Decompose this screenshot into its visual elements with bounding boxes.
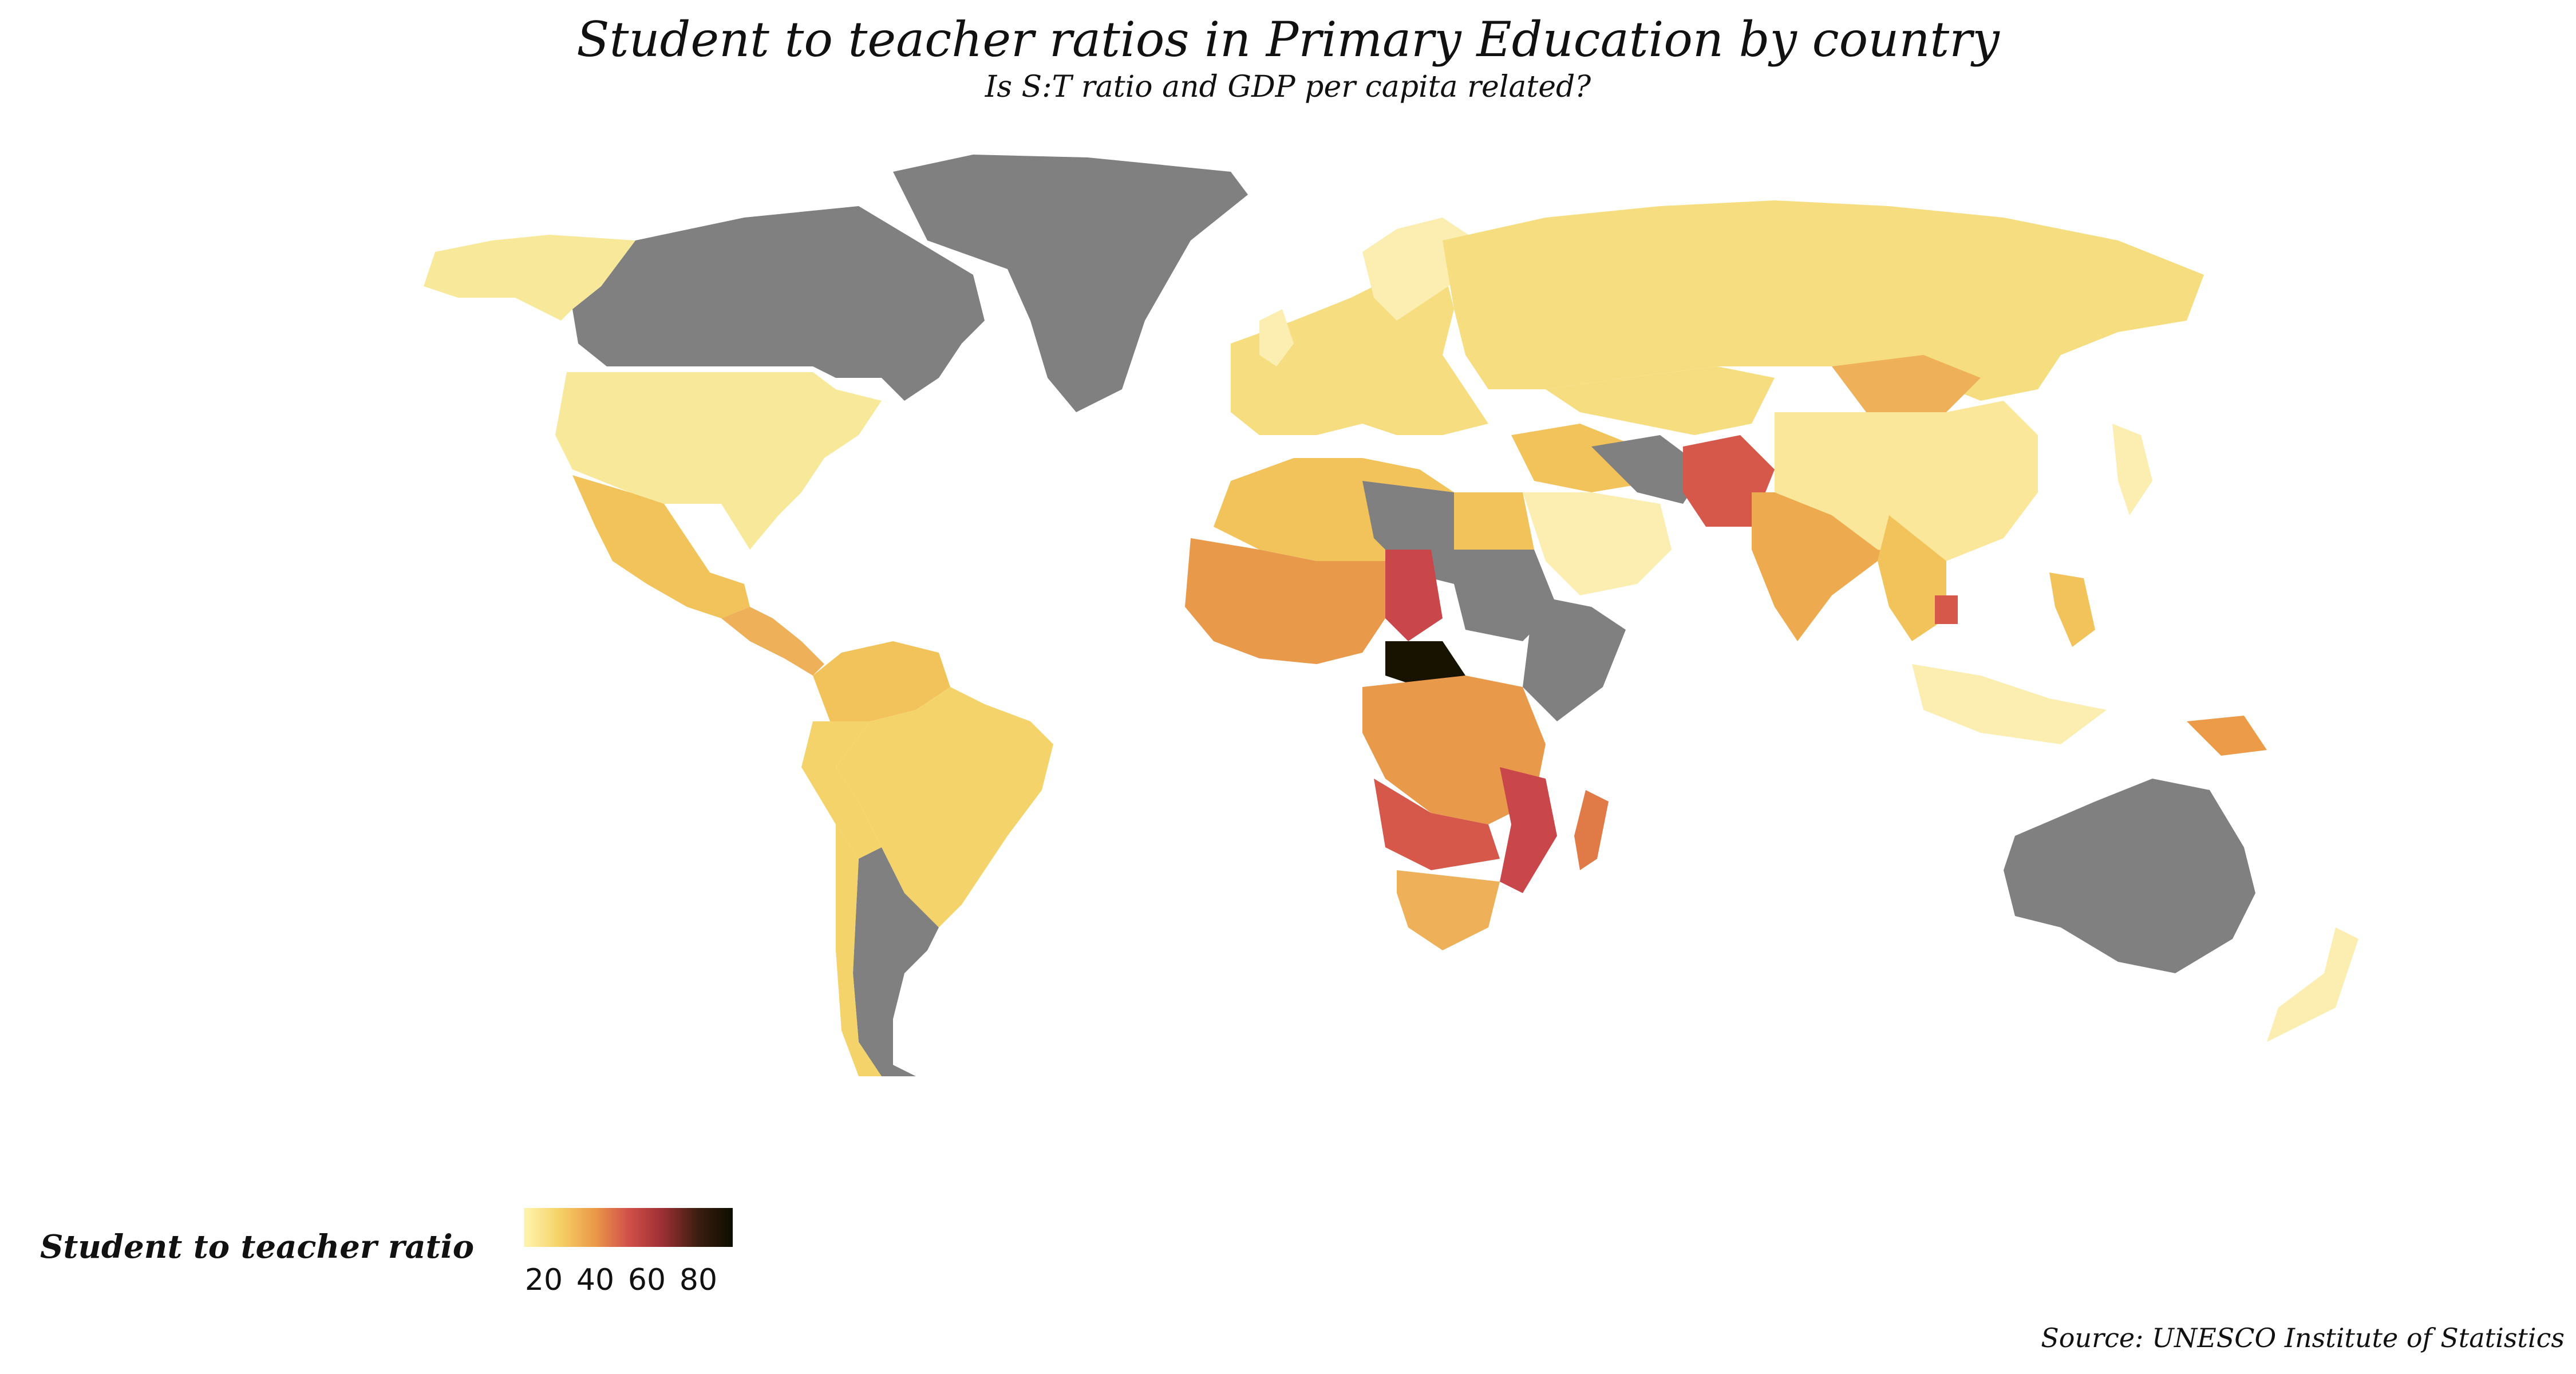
region-ethiopia-somalia: [1523, 595, 1626, 721]
region-china: [1775, 401, 2038, 561]
legend-tick-label: 80: [679, 1263, 718, 1297]
legend-color-scale: [524, 1208, 733, 1247]
region-angola-zambia: [1374, 779, 1500, 870]
region-philippines: [2049, 572, 2095, 647]
region-argentina: [853, 847, 939, 1076]
region-central-america: [721, 607, 824, 676]
region-madagascar: [1574, 790, 1609, 870]
region-indonesia: [1912, 664, 2107, 744]
map-title: Student to teacher ratios in Primary Edu…: [576, 11, 2000, 68]
region-cambodia: [1935, 595, 1958, 624]
region-central-africa: [1362, 676, 1546, 824]
source-note: Source: UNESCO Institute of Statistics: [2041, 1322, 2565, 1353]
region-australia: [2004, 779, 2255, 973]
legend-title: Student to teacher ratio: [40, 1228, 475, 1266]
region-usa: [555, 372, 882, 550]
region-indochina: [1878, 515, 1946, 641]
region-colombia-venezuela: [813, 641, 950, 721]
region-west-africa: [1185, 538, 1385, 664]
region-new-zealand: [2267, 927, 2358, 1042]
region-chile: [836, 824, 882, 1076]
region-mozambique: [1500, 767, 1557, 893]
legend-tick-label: 20: [524, 1263, 563, 1297]
region-egypt: [1454, 492, 1534, 550]
region-papua-new-guinea: [2187, 716, 2267, 756]
region-russia: [1443, 200, 2204, 401]
region-mongolia: [1832, 355, 1981, 412]
legend-tick-label: 60: [627, 1263, 666, 1297]
region-brazil: [836, 687, 1053, 927]
legend-tick-label: 40: [576, 1263, 615, 1297]
region-canada: [572, 206, 985, 401]
region-arabia: [1523, 492, 1672, 595]
region-peru-bolivia: [801, 721, 882, 859]
region-car: [1385, 641, 1465, 687]
region-uk: [1259, 309, 1294, 366]
region-japan: [2112, 424, 2152, 515]
map-subtitle: Is S:T ratio and GDP per capita related?: [985, 70, 1591, 104]
region-southern-africa: [1397, 870, 1500, 950]
region-alaska: [424, 235, 635, 321]
region-mexico: [572, 475, 750, 618]
region-europe: [1231, 263, 1488, 435]
region-central-asia: [1546, 366, 1775, 435]
region-greenland: [893, 155, 1248, 412]
region-iran: [1591, 435, 1706, 504]
region-chad: [1385, 550, 1443, 641]
